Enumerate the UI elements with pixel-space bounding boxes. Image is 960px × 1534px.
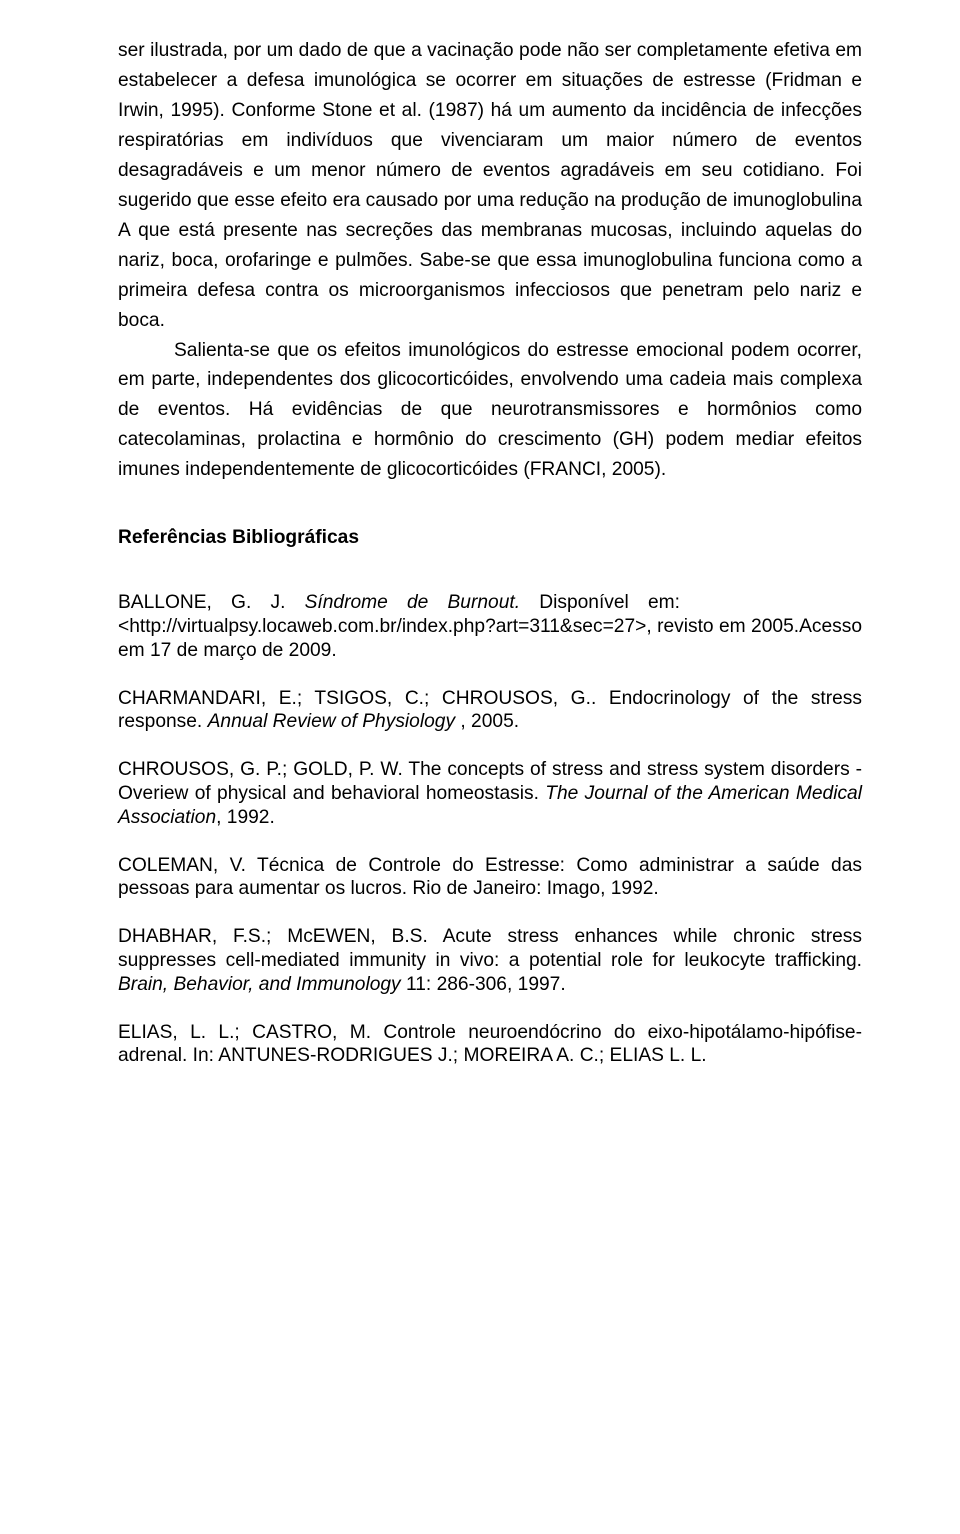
ref-text: 11: 286-306, 1997. — [406, 974, 566, 995]
body-paragraph-1: ser ilustrada, por um dado de que a vaci… — [118, 36, 862, 336]
references-heading: Referências Bibliográficas — [118, 527, 862, 549]
ref-title-italic: Síndrome de Burnout. — [305, 592, 520, 613]
reference-entry: ELIAS, L. L.; CASTRO, M. Controle neuroe… — [118, 1021, 862, 1069]
reference-entry: CHARMANDARI, E.; TSIGOS, C.; CHROUSOS, G… — [118, 687, 862, 735]
ref-text: BALLONE, G. J. — [118, 592, 305, 613]
body-paragraph-2: Salienta-se que os efeitos imunológicos … — [118, 336, 862, 486]
reference-entry: COLEMAN, V. Técnica de Controle do Estre… — [118, 854, 862, 902]
ref-text: , 1992. — [216, 807, 275, 828]
reference-entry: DHABHAR, F.S.; McEWEN, B.S. Acute stress… — [118, 925, 862, 996]
reference-entry: BALLONE, G. J. Síndrome de Burnout. Disp… — [118, 591, 862, 662]
reference-entry: CHROUSOS, G. P.; GOLD, P. W. The concept… — [118, 758, 862, 829]
ref-text: DHABHAR, F.S.; McEWEN, B.S. Acute stress… — [118, 926, 862, 971]
ref-title-italic: Annual Review of Physiology — [208, 711, 461, 732]
ref-text: , 2005. — [460, 711, 519, 732]
ref-title-italic: Brain, Behavior, and Immunology — [118, 974, 406, 995]
